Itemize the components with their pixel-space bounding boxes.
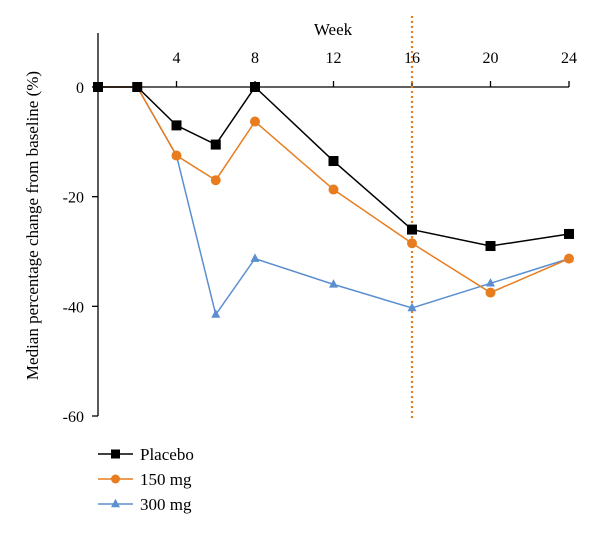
legend: Placebo 150 mg 300 mg [98,445,194,514]
data-point [210,175,221,186]
data-point [211,309,221,318]
y-tick-label: 0 [76,80,84,97]
data-point [171,150,182,161]
legend-label: 300 mg [140,495,192,514]
data-point [93,82,103,92]
x-axis-title: Week [314,20,353,39]
data-point [250,116,260,127]
y-tick-label: -60 [63,409,84,426]
legend-label: Placebo [140,445,194,464]
data-point [407,302,417,312]
x-axis-ticks: 4 8 12 16 20 24 [173,50,577,87]
legend-marker [111,449,120,459]
data-point [210,139,221,150]
data-point [485,287,496,298]
legend-marker [111,498,120,508]
legend-item: 300 mg [98,495,192,514]
x-tick-label: 16 [404,50,420,67]
data-point [486,278,495,287]
data-point [250,253,260,262]
data-point [407,224,417,235]
data-point [564,253,574,264]
data-point [171,120,182,131]
y-axis-title: Median percentage change from baseline (… [23,71,42,380]
data-point [328,156,339,167]
y-tick-label: -40 [63,299,84,316]
y-tick-label: -20 [63,190,84,207]
data-point [485,241,496,252]
x-tick-label: 20 [483,50,499,67]
x-tick-label: 4 [173,50,181,67]
series-layer [93,81,574,318]
data-point [250,82,260,92]
data-point [328,184,339,195]
data-point [407,238,417,249]
series-line [98,85,570,247]
data-point [329,279,338,288]
legend-marker [111,474,120,484]
series-triangle [93,81,574,318]
y-axis-ticks: 0 -20 -40 -60 [63,80,98,426]
x-tick-label: 8 [251,50,259,67]
legend-item: Placebo [98,445,194,464]
x-tick-label: 12 [326,50,342,67]
legend-item: 150 mg [98,470,192,489]
series-square [93,82,574,252]
legend-label: 150 mg [140,470,192,489]
data-point [564,228,574,239]
data-point [132,82,143,92]
x-tick-label: 24 [561,50,577,67]
